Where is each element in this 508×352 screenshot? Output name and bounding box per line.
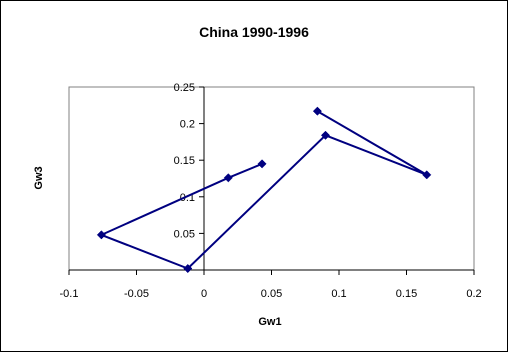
tick-labels: -0.1 -0.05 0 0.05 0.1 0.15 0.20.050.10.150.20.… (60, 82, 482, 300)
data-point-diamond (422, 170, 432, 180)
y-tick-label: 0.15 (174, 155, 195, 167)
x-tick-label: 0.2 (466, 288, 481, 300)
chart-title: China 1990-1996 (199, 24, 309, 40)
data-point-diamond (96, 230, 106, 240)
x-axis-title: Gw1 (258, 316, 281, 328)
data-point-diamond (257, 159, 267, 169)
plot-area-frame (68, 86, 475, 271)
y-tick-label: 0.25 (174, 82, 195, 94)
x-tick-label: 0 (201, 288, 207, 300)
y-tick-label: 0.2 (180, 119, 195, 131)
x-tick-label: -0.05 (124, 288, 149, 300)
x-tick-label: 0.05 (261, 288, 282, 300)
data-point-diamond (312, 106, 322, 116)
data-point-diamond (223, 173, 233, 183)
data-point-diamond (183, 263, 193, 274)
y-axis-title: Gw3 (33, 166, 45, 189)
x-tick-label: 0.15 (396, 288, 417, 300)
x-tick-label: -0.1 (60, 288, 79, 300)
y-tick-label: 0.05 (174, 228, 195, 240)
series-layer (96, 106, 432, 274)
x-tick-label: 0.1 (331, 288, 346, 300)
axes (68, 86, 475, 275)
data-point-diamond (320, 130, 331, 140)
